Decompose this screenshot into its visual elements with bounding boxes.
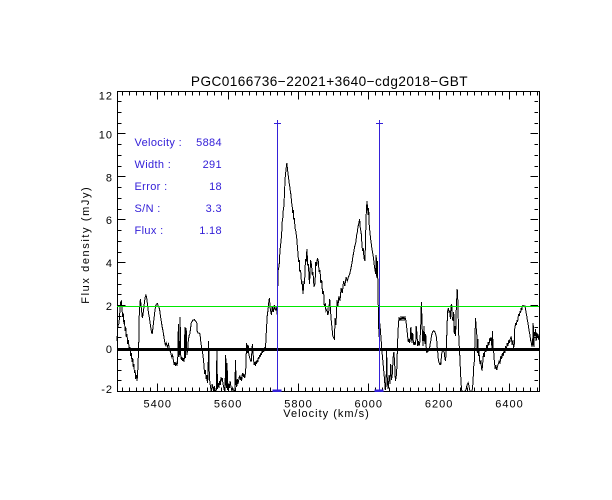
svg-text:3.3: 3.3 [206,203,222,215]
svg-text:6: 6 [106,215,113,227]
svg-text:Velocity :: Velocity : [135,137,183,149]
svg-text:4: 4 [106,258,113,270]
svg-text:Flux density (mJy): Flux density (mJy) [80,186,92,304]
svg-text:5600: 5600 [214,398,242,410]
svg-text:Width :: Width : [135,159,172,171]
svg-text:0: 0 [106,344,113,356]
svg-text:-2: -2 [101,384,113,396]
svg-text:5884: 5884 [196,137,222,149]
svg-text:8: 8 [106,172,113,184]
svg-text:PGC0166736−22021+3640−cdg2018−: PGC0166736−22021+3640−cdg2018−GBT [191,74,468,89]
svg-text:5800: 5800 [284,398,312,410]
svg-text:6400: 6400 [495,398,523,410]
svg-text:6000: 6000 [355,398,383,410]
svg-text:5400: 5400 [144,398,172,410]
svg-text:6200: 6200 [425,398,453,410]
svg-text:1.18: 1.18 [199,225,222,237]
svg-text:Flux :: Flux : [135,225,164,237]
svg-text:291: 291 [203,159,222,171]
svg-text:12: 12 [99,91,113,103]
svg-text:Velocity (km/s): Velocity (km/s) [283,408,370,420]
svg-text:18: 18 [209,181,222,193]
svg-text:10: 10 [99,129,113,141]
svg-text:Error :: Error : [135,181,168,193]
svg-text:2: 2 [106,301,113,313]
svg-text:S/N :: S/N : [135,203,161,215]
